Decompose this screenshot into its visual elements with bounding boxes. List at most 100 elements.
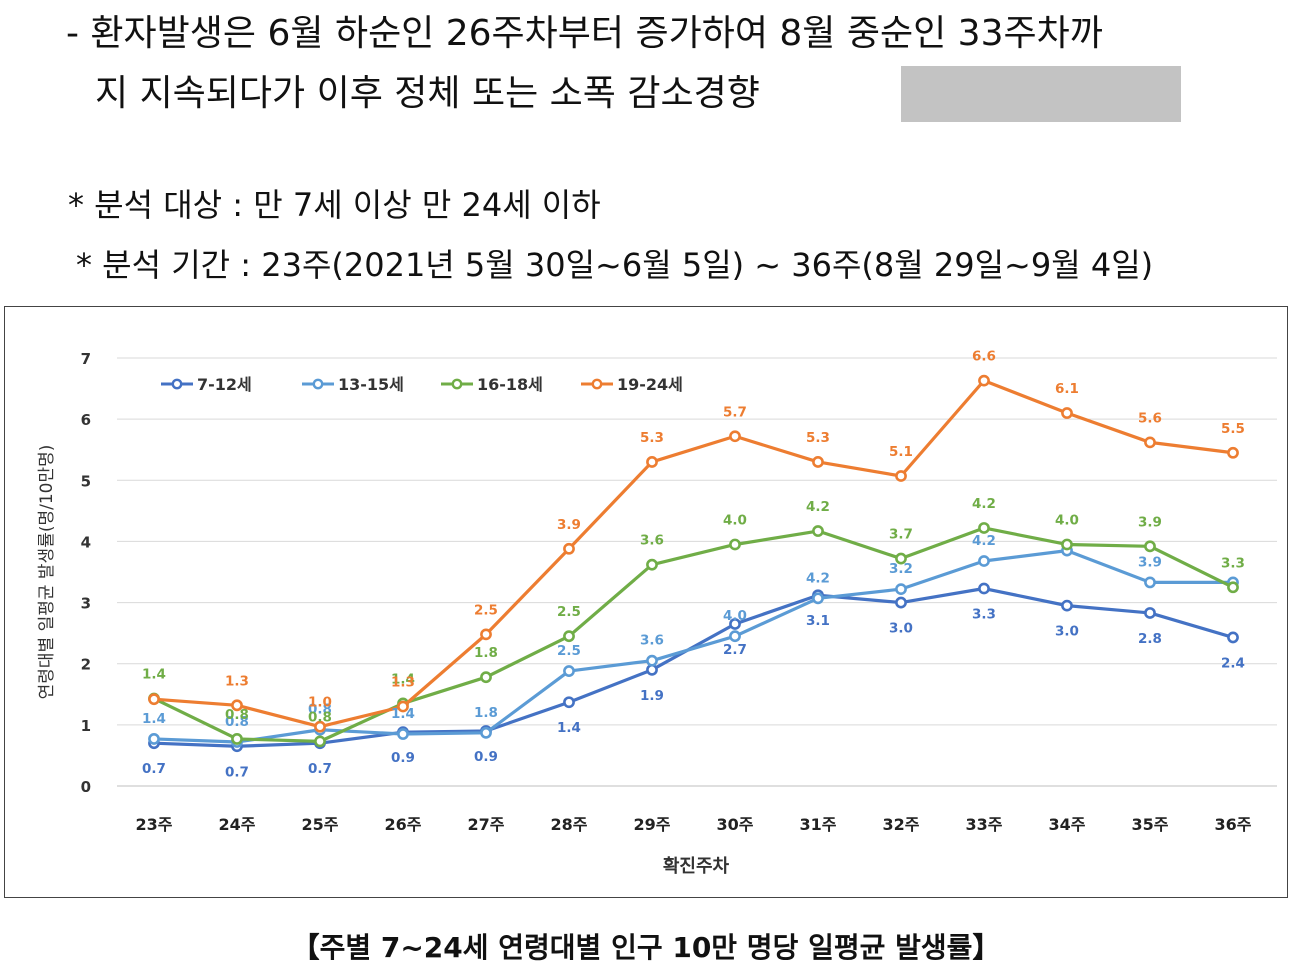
data-point [1061, 599, 1073, 612]
data-label: 0.7 [225, 764, 249, 780]
data-point [397, 728, 409, 740]
data-label: 3.2 [889, 561, 913, 577]
x-axis-title: 확진주차 [663, 856, 730, 877]
data-point [646, 456, 658, 468]
data-label: 3.9 [557, 517, 581, 533]
data-label: 2.5 [557, 643, 581, 659]
data-label: 5.3 [640, 430, 664, 446]
data-label: 1.3 [225, 673, 249, 689]
data-label: 0.7 [308, 761, 332, 777]
data-point [314, 720, 326, 733]
data-label: 1.4 [142, 711, 166, 727]
x-tick-label: 27주 [468, 815, 505, 834]
data-label: 5.5 [1221, 421, 1245, 437]
data-point [314, 735, 326, 748]
data-point [729, 538, 741, 551]
data-label: 0.8 [225, 707, 249, 723]
data-label: 1.0 [308, 695, 332, 711]
series-line-13-15세 [153, 549, 1233, 744]
data-label: 6.1 [1055, 381, 1079, 397]
x-tick-label: 29주 [634, 815, 671, 834]
data-point [978, 522, 990, 534]
data-point [729, 430, 741, 443]
data-label: 0.9 [391, 750, 415, 766]
legend-label: 7-12세 [197, 375, 252, 394]
data-label: 5.6 [1138, 410, 1162, 426]
data-point [812, 592, 824, 605]
x-tick-label: 33주 [966, 815, 1003, 834]
data-label: 1.4 [391, 706, 415, 722]
data-point [1227, 631, 1239, 644]
x-tick-label: 25주 [302, 815, 339, 834]
data-label: 5.7 [723, 404, 747, 420]
y-tick-label: 7 [81, 350, 91, 368]
data-label: 0.8 [308, 709, 332, 725]
data-point [231, 733, 243, 745]
legend-label: 16-18세 [477, 375, 543, 394]
data-point [812, 456, 824, 468]
data-point [563, 665, 575, 677]
data-label: 3.6 [640, 633, 664, 649]
x-tick-label: 36주 [1215, 815, 1252, 834]
data-point [480, 628, 492, 641]
y-tick-label: 5 [81, 472, 91, 490]
legend-marker [451, 378, 463, 390]
data-label: 3.6 [640, 533, 664, 549]
data-label: 1.4 [391, 671, 415, 687]
data-label: 2.4 [1221, 655, 1245, 671]
y-axis-title: 연령대별 일평균 발생률(명/10만명) [37, 445, 57, 700]
description-line-2: 지 지속되다가 이후 정체 또는 소폭 감소경향 [95, 73, 760, 114]
data-label: 3.7 [889, 527, 913, 543]
data-label: 0.8 [308, 702, 332, 718]
data-point [978, 582, 990, 595]
y-tick-label: 0 [81, 778, 91, 796]
data-label: 5.1 [889, 444, 913, 460]
chart-frame: 0 1 2 3 4 5 6 7 23주 24주 25주 26주 27주 28주 29주 30주 31주 32주 33… [4, 306, 1288, 898]
data-label: 3.3 [1221, 555, 1245, 571]
data-label: 3.9 [1138, 514, 1162, 530]
data-point [1144, 576, 1156, 589]
data-point [729, 618, 741, 630]
y-tick-label: 1 [81, 717, 91, 735]
data-label: 4.2 [972, 496, 996, 512]
data-label: 2.8 [1138, 631, 1162, 647]
data-label: 4.2 [806, 570, 830, 586]
data-label: 2.5 [557, 604, 581, 620]
data-label: 4.0 [1055, 512, 1079, 528]
data-point [1061, 407, 1073, 419]
data-label: 4.2 [972, 533, 996, 549]
data-point [563, 630, 575, 643]
redaction-block [901, 66, 1181, 122]
y-tick-label: 2 [81, 656, 91, 674]
data-point [480, 726, 492, 739]
data-point [646, 654, 658, 667]
figure-caption: 【주별 7~24세 연령대별 인구 10만 명당 일평균 발생률】 [291, 931, 1001, 964]
series-line-16-18세 [153, 526, 1234, 743]
data-label: 3.0 [889, 621, 913, 637]
y-tick-label: 4 [81, 533, 91, 551]
x-tick-label: 26주 [385, 815, 422, 834]
legend-marker [171, 378, 183, 390]
data-point [729, 630, 741, 643]
data-point [895, 596, 907, 609]
data-point [397, 700, 409, 713]
data-point [1061, 538, 1073, 551]
data-label: 0.9 [474, 749, 498, 765]
x-tick-label: 31주 [800, 815, 837, 834]
data-label: 4.2 [806, 499, 830, 515]
y-tick-label: 3 [81, 595, 91, 613]
data-point [646, 663, 658, 676]
data-point [1144, 540, 1156, 553]
data-label: 3.0 [1055, 624, 1079, 640]
data-point [480, 671, 492, 684]
data-point [895, 470, 907, 482]
legend-label: 19-24세 [617, 375, 683, 394]
x-tick-label: 23주 [136, 815, 173, 834]
x-tick-label: 24주 [219, 815, 256, 834]
incidence-line-chart: 0 1 2 3 4 5 6 7 23주 24주 25주 26주 27주 28주 29주 30주 31주 32주 33… [37, 349, 1277, 877]
description-line-1: - 환자발생은 6월 하순인 26주차부터 증가하여 8월 중순인 33주차까 [66, 13, 1103, 54]
data-point [646, 558, 658, 571]
series-line-19-24세 [153, 379, 1234, 729]
data-label: 2.7 [723, 642, 747, 658]
x-tick-label: 30주 [717, 815, 754, 834]
